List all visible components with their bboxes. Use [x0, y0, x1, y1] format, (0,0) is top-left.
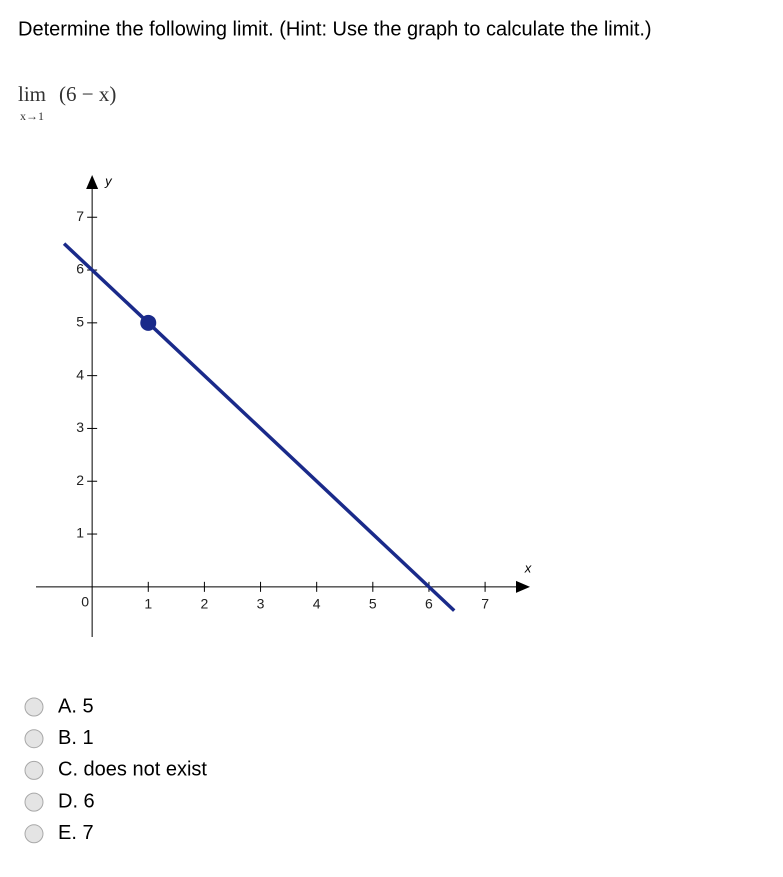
radio-button[interactable]	[24, 760, 44, 780]
y-tick-label: 2	[76, 472, 84, 488]
y-tick-label: 7	[76, 208, 84, 224]
option-label[interactable]: A. 5	[58, 695, 94, 717]
point	[140, 314, 157, 331]
option-label[interactable]: D. 6	[58, 790, 95, 812]
option-label[interactable]: B. 1	[58, 727, 94, 749]
y-axis-label: y	[104, 173, 113, 188]
graph: x y 0 1 2 3 4 5 6 7 1 2 3 4 5 6 7	[36, 173, 532, 637]
radio-button[interactable]	[24, 792, 44, 812]
limit-subscript: x→1	[20, 109, 44, 123]
x-arrow	[516, 580, 530, 593]
x-tick-label: 4	[313, 596, 321, 612]
limit-operator: lim	[18, 82, 46, 106]
option-label[interactable]: C. does not exist	[58, 759, 207, 781]
x-tick-label: 2	[201, 596, 209, 612]
y-arrow	[86, 175, 99, 189]
y-tick-label: 3	[76, 419, 84, 435]
options: A. 5 B. 1 C. does not exist D. 6 E. 7	[24, 695, 207, 844]
radio-button[interactable]	[24, 824, 44, 844]
y-tick-label: 4	[76, 366, 84, 382]
question: Determine the following limit. (Hint: Us…	[18, 18, 652, 40]
limit-argument: (6 − x)	[59, 82, 116, 106]
origin-tick-label: 0	[81, 594, 89, 610]
x-axis-label: x	[524, 560, 532, 575]
y-tick-label: 5	[76, 314, 84, 330]
x-tick-label: 5	[369, 596, 377, 612]
option-label[interactable]: E. 7	[58, 822, 94, 844]
x-tick-label: 1	[144, 596, 152, 612]
x-tick-label: 3	[257, 596, 265, 612]
function-line	[62, 242, 456, 612]
x-tick-label: 6	[425, 596, 433, 612]
radio-button[interactable]	[24, 729, 44, 749]
y-tick-label: 1	[76, 525, 84, 541]
y-tick-label: 6	[76, 261, 84, 277]
x-tick-label: 7	[481, 596, 489, 612]
radio-button[interactable]	[24, 697, 44, 717]
